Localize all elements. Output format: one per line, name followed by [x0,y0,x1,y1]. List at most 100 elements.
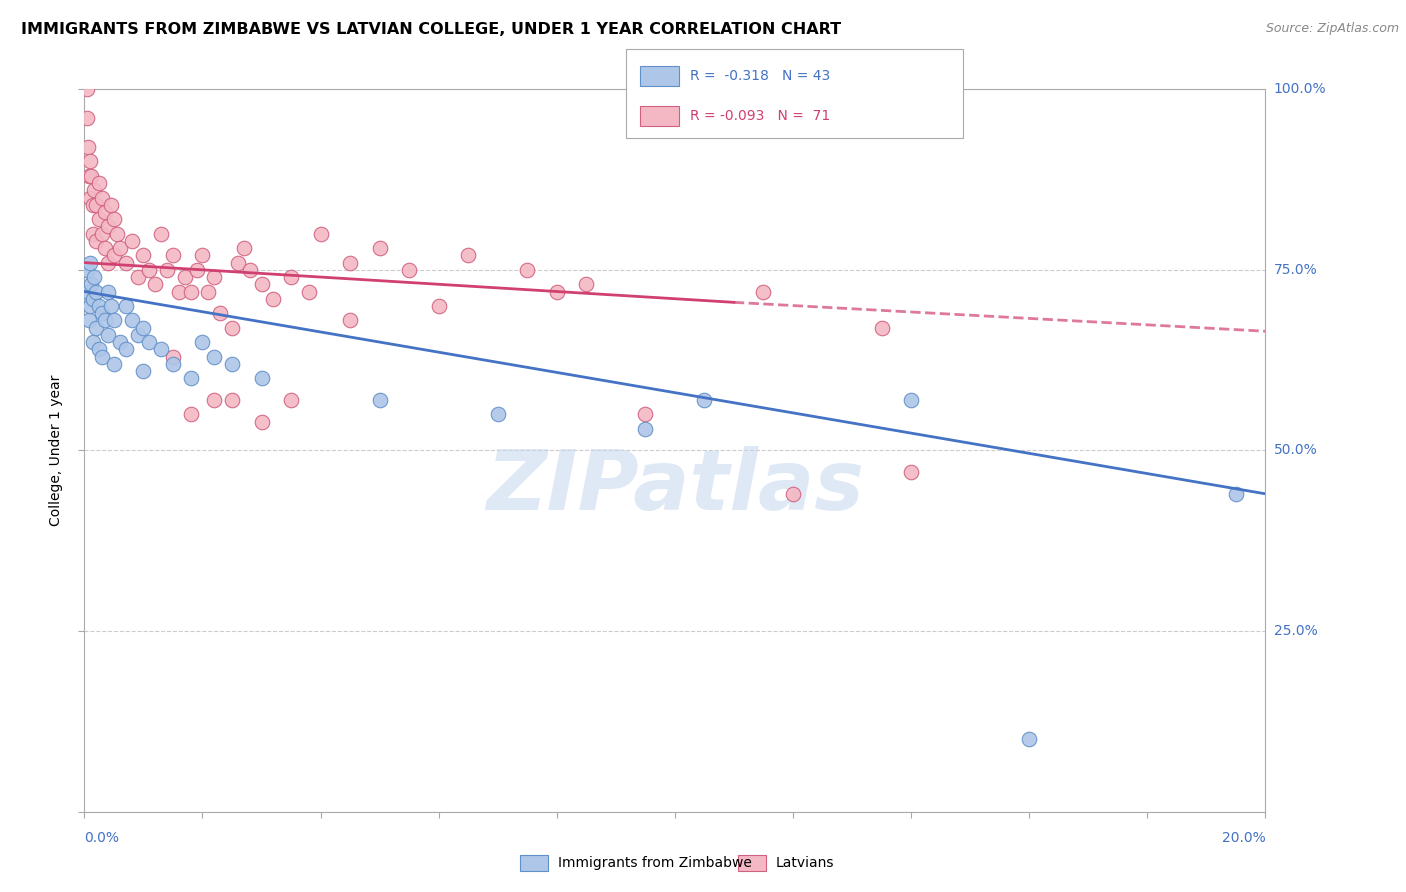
Point [546,285,568,299]
Point [1225,487,1247,501]
Point [80,277,103,292]
Point [427,299,450,313]
Point [132,364,155,378]
Point [77,285,100,299]
Point [250,415,273,429]
Text: 100.0%: 100.0% [1274,82,1326,96]
Text: R = -0.093   N =  71: R = -0.093 N = 71 [690,109,831,123]
Point [94,313,117,327]
Point [782,487,804,501]
Point [162,248,184,262]
Point [150,227,173,241]
Point [121,313,143,327]
Point [634,407,657,421]
Point [82,227,104,241]
Text: ZIPatlas: ZIPatlas [486,446,863,527]
Point [114,299,136,313]
Text: 25.0%: 25.0% [1274,624,1317,638]
Point [83,270,105,285]
Point [486,407,509,421]
Point [221,320,243,334]
Point [127,327,149,342]
Point [97,219,120,234]
Point [108,334,131,349]
Point [77,169,100,183]
Point [76,82,98,96]
Point [457,248,479,262]
Point [180,371,202,385]
Point [91,350,114,364]
Point [108,241,131,255]
Y-axis label: College, Under 1 year: College, Under 1 year [49,375,63,526]
Point [103,212,125,227]
Point [87,343,111,357]
Point [339,313,361,327]
Point [79,299,101,313]
Point [173,270,195,285]
Point [752,285,775,299]
Point [143,277,166,292]
Point [114,343,136,357]
Text: 50.0%: 50.0% [1274,443,1317,458]
Text: R =  -0.318   N = 43: R = -0.318 N = 43 [690,69,831,83]
Point [368,241,391,255]
Point [84,320,107,334]
Point [226,255,249,269]
Point [202,350,225,364]
Point [76,111,98,125]
Point [167,285,190,299]
Point [105,227,128,241]
Point [368,392,391,407]
Point [91,227,114,241]
Point [280,392,302,407]
Point [103,357,125,371]
Point [103,248,125,262]
Point [250,371,273,385]
Point [79,255,101,269]
Point [516,262,538,277]
Point [132,248,155,262]
Text: Latvians: Latvians [776,856,835,871]
Text: 75.0%: 75.0% [1274,263,1317,277]
Point [250,277,273,292]
Point [94,241,117,255]
Point [138,262,160,277]
Point [221,392,243,407]
Point [239,262,262,277]
Point [150,343,173,357]
Point [1018,732,1040,747]
Point [87,212,111,227]
Point [97,255,120,269]
Point [138,334,160,349]
Point [162,350,184,364]
Point [80,169,103,183]
Point [309,227,332,241]
Point [197,285,219,299]
Point [76,262,98,277]
Point [262,292,284,306]
Point [127,270,149,285]
Point [114,255,136,269]
Point [91,306,114,320]
Point [82,292,104,306]
Point [132,320,155,334]
Text: 0.0%: 0.0% [84,831,120,846]
Point [84,285,107,299]
Point [94,205,117,219]
Point [202,392,225,407]
Point [97,285,120,299]
Point [191,334,214,349]
Point [103,313,125,327]
Point [232,241,254,255]
Point [84,198,107,212]
Point [87,176,111,190]
Point [693,392,716,407]
Point [77,313,100,327]
Point [339,255,361,269]
Text: Source: ZipAtlas.com: Source: ZipAtlas.com [1265,22,1399,36]
Point [156,262,179,277]
Point [82,198,104,212]
Point [87,299,111,313]
Point [870,320,893,334]
Point [79,154,101,169]
